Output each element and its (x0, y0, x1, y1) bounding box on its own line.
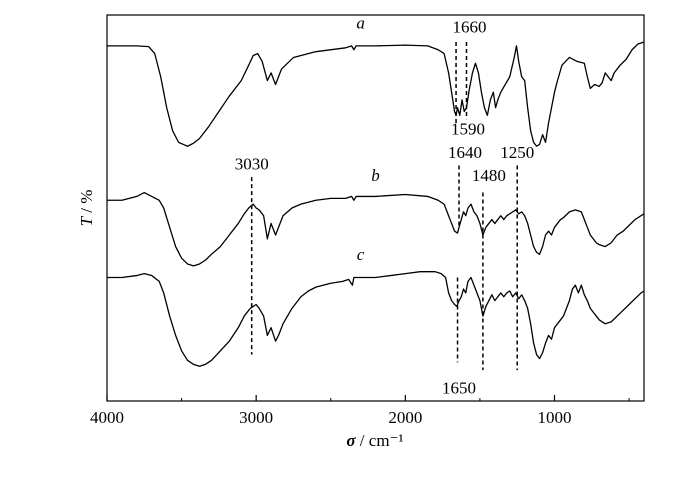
y-axis-title: T / % (77, 190, 96, 227)
y-axis-unit: / % (77, 190, 96, 217)
x-axis-unit: / cm⁻¹ (356, 431, 404, 450)
series-label-layer: a b c (356, 14, 379, 265)
series-line-a (107, 41, 645, 147)
x-tick-label: 3000 (239, 408, 273, 427)
annotation-label: 3030 (235, 154, 269, 173)
y-axis-symbol: T (77, 215, 96, 226)
series-label-b: b (371, 166, 380, 185)
series-label-a: a (356, 14, 365, 33)
plot-frame (106, 14, 645, 402)
annotation-label: 1480 (472, 166, 506, 185)
annotation-label: 1590 (451, 120, 485, 139)
series-layer (107, 41, 645, 367)
series-line-b (107, 191, 645, 267)
x-axis-symbol: σ (346, 431, 356, 450)
x-axis-title: σ / cm⁻¹ (346, 431, 403, 450)
x-tick-label: 2000 (388, 408, 422, 427)
series-line-c (107, 271, 645, 367)
annotation-label: 1250 (500, 143, 534, 162)
x-tick-label: 1000 (538, 408, 572, 427)
x-ticks: 4000 3000 2000 1000 (90, 395, 630, 427)
annotation-label: 1640 (448, 143, 482, 162)
annotation-label: 1650 (442, 378, 476, 397)
annotation-layer: 1660 1590 1640 1480 1250 3030 1650 (235, 17, 535, 397)
series-label-c: c (357, 245, 365, 264)
x-tick-label: 4000 (90, 408, 124, 427)
annotation-label: 1660 (452, 17, 486, 36)
